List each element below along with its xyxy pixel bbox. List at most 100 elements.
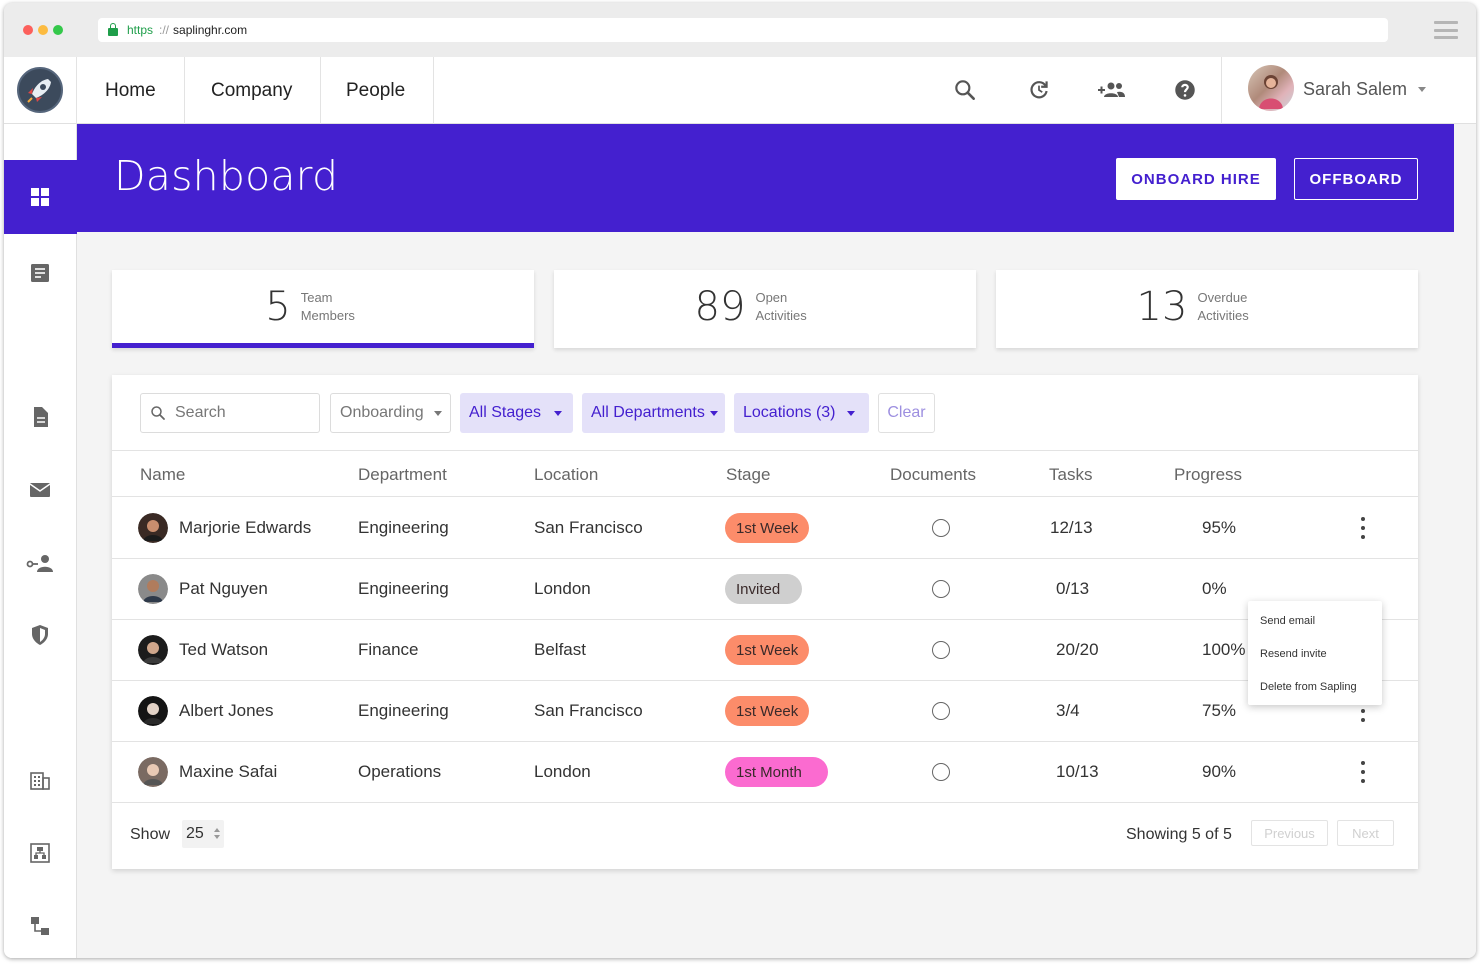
user-menu-caret-icon[interactable]	[1418, 87, 1426, 92]
row-actions-icon[interactable]	[1359, 761, 1367, 783]
column-header-documents[interactable]: Documents	[890, 465, 976, 484]
chevron-down-icon	[709, 410, 718, 416]
sidebar	[4, 124, 77, 958]
maximize-window-button[interactable]	[53, 25, 63, 35]
page-size-value: 25	[186, 825, 204, 842]
rocket-logo-icon[interactable]	[17, 67, 63, 113]
employee-name[interactable]: Pat Nguyen	[179, 579, 268, 598]
table-row[interactable]: Marjorie Edwards Engineering San Francis…	[112, 498, 1418, 559]
building-icon[interactable]	[28, 768, 52, 792]
locations-filter-label: Locations (3)	[743, 404, 836, 421]
tasks: 20/20	[1056, 640, 1099, 659]
show-label: Show	[130, 826, 171, 843]
stage-badge: Invited	[725, 574, 802, 604]
search-field[interactable]	[140, 393, 320, 433]
document-icon[interactable]	[28, 405, 52, 429]
app: Home Company People	[4, 57, 1476, 958]
employee-name[interactable]: Albert Jones	[179, 701, 274, 720]
nav-tab-company[interactable]: Company	[183, 57, 322, 124]
stat-label: Open Activities	[755, 289, 807, 323]
search-input[interactable]	[175, 404, 305, 422]
browser-window: https :// saplinghr.com Home C	[4, 3, 1476, 958]
menu-item-send-email[interactable]: Send email	[1260, 615, 1316, 627]
next-page-button[interactable]: Next	[1337, 820, 1394, 846]
browser-menu-icon[interactable]	[1434, 21, 1458, 39]
nav-tab-people[interactable]: People	[318, 57, 435, 124]
dashboard-banner: Dashboard ONBOARD HIRE OFFBOARD	[77, 124, 1454, 232]
url-scheme: https	[127, 23, 154, 37]
table-row[interactable]: Pat Nguyen Engineering London Invited 0/…	[112, 559, 1418, 620]
onboarding-select[interactable]: Onboarding	[330, 393, 451, 433]
departments-filter[interactable]: All Departments	[582, 393, 725, 433]
tasks: 0/13	[1056, 579, 1090, 598]
document-status-icon[interactable]	[932, 519, 950, 537]
user-divider	[1221, 57, 1222, 124]
dashboard-icon	[31, 188, 49, 206]
department: Engineering	[358, 579, 449, 598]
onboard-hire-button[interactable]: ONBOARD HIRE	[1116, 158, 1276, 200]
column-header-department[interactable]: Department	[358, 465, 447, 484]
search-icon[interactable]	[952, 77, 978, 103]
help-icon[interactable]	[1172, 77, 1198, 103]
column-header-tasks[interactable]: Tasks	[1049, 465, 1093, 484]
table-row[interactable]: Ted Watson Finance Belfast 1st Week 20/2…	[112, 620, 1418, 681]
tasks: 10/13	[1056, 762, 1099, 781]
minimize-window-button[interactable]	[38, 25, 48, 35]
department: Operations	[358, 762, 442, 781]
locations-filter[interactable]: Locations (3)	[734, 393, 869, 433]
progress: 75%	[1202, 701, 1237, 720]
document-status-icon[interactable]	[932, 702, 950, 720]
employee-name[interactable]: Maxine Safai	[179, 762, 278, 781]
location: Belfast	[534, 640, 586, 659]
location: San Francisco	[534, 518, 643, 537]
refresh-icon[interactable]	[1026, 77, 1052, 103]
stage-badge: 1st Week	[725, 635, 810, 665]
previous-page-button[interactable]: Previous	[1251, 820, 1328, 846]
stages-filter[interactable]: All Stages	[460, 393, 573, 433]
mail-icon[interactable]	[28, 478, 52, 502]
browser-chrome: https :// saplinghr.com	[4, 3, 1476, 57]
row-actions-icon[interactable]	[1359, 517, 1367, 539]
workflow-icon[interactable]	[28, 914, 52, 938]
org-chart-icon[interactable]	[28, 841, 52, 865]
table-row[interactable]: Albert Jones Engineering San Francisco 1…	[112, 681, 1418, 742]
search-icon	[151, 406, 165, 420]
add-people-icon[interactable]	[1096, 77, 1126, 103]
document-status-icon[interactable]	[932, 580, 950, 598]
department: Engineering	[358, 701, 449, 720]
stages-filter-label: All Stages	[469, 404, 542, 421]
clear-filters-button[interactable]: Clear	[878, 393, 935, 433]
document-status-icon[interactable]	[932, 763, 950, 781]
menu-item-delete-from-sapling[interactable]: Delete from Sapling	[1260, 681, 1357, 693]
column-header-location[interactable]: Location	[534, 465, 599, 484]
stat-value: 5	[265, 283, 291, 330]
chevron-down-icon	[433, 410, 442, 416]
employee-name[interactable]: Marjorie Edwards	[179, 518, 312, 537]
key-person-icon[interactable]	[26, 551, 54, 575]
user-avatar[interactable]	[1248, 65, 1294, 111]
close-window-button[interactable]	[23, 25, 33, 35]
menu-item-resend-invite[interactable]: Resend invite	[1260, 648, 1327, 660]
stat-card-overdue-activities[interactable]: 13 Overdue Activities	[996, 270, 1418, 348]
page-size-select[interactable]: 25	[182, 820, 224, 848]
column-header-progress[interactable]: Progress	[1174, 465, 1243, 484]
stat-card-team-members[interactable]: 5 Team Members	[112, 270, 534, 348]
user-name[interactable]: Sarah Salem	[1303, 79, 1408, 99]
offboard-button[interactable]: OFFBOARD	[1294, 158, 1418, 200]
document-status-icon[interactable]	[932, 641, 950, 659]
shield-icon[interactable]	[28, 623, 52, 647]
column-header-stage[interactable]: Stage	[726, 465, 771, 484]
list-icon[interactable]	[28, 261, 52, 285]
chevron-down-icon	[846, 410, 855, 416]
stat-card-open-activities[interactable]: 89 Open Activities	[554, 270, 976, 348]
sidebar-item-dashboard[interactable]	[4, 160, 77, 234]
stage-badge: 1st Week	[725, 696, 810, 726]
location: London	[534, 579, 591, 598]
address-bar[interactable]: https :// saplinghr.com	[98, 18, 1388, 42]
employee-name[interactable]: Ted Watson	[179, 640, 269, 659]
nav-tab-home[interactable]: Home	[77, 57, 185, 124]
column-header-name[interactable]: Name	[140, 465, 186, 484]
progress: 90%	[1202, 762, 1237, 781]
table-row[interactable]: Maxine Safai Operations London 1st Month…	[112, 742, 1418, 803]
lock-icon	[108, 22, 118, 36]
